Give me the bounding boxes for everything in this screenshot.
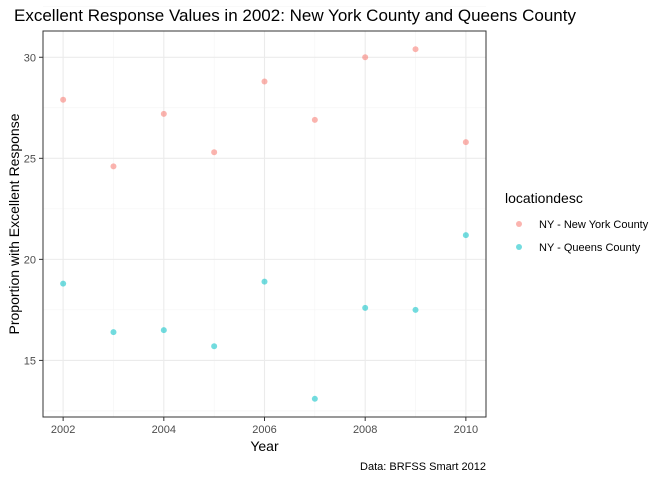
legend-key-series-0 xyxy=(516,221,522,227)
data-point-series-1 xyxy=(261,278,268,285)
data-point-series-1 xyxy=(311,395,318,402)
axes: 2002 2004 2006 2008 2010 15 20 25 30 xyxy=(24,52,478,436)
legend-title: locationdesc xyxy=(505,190,583,206)
grid xyxy=(43,6,486,417)
data-point-series-1 xyxy=(211,343,218,350)
data-point-series-1 xyxy=(462,232,469,239)
legend-label-series-1: NY - Queens County xyxy=(539,242,641,254)
x-tick-label: 2008 xyxy=(353,424,377,436)
data-point-series-1 xyxy=(160,327,167,334)
x-tick-label: 2010 xyxy=(454,424,478,436)
data-point-series-1 xyxy=(110,329,117,336)
data-point-series-1 xyxy=(412,306,419,313)
y-tick-label: 25 xyxy=(24,153,36,165)
data-point-series-0 xyxy=(412,46,419,53)
x-tick-label: 2002 xyxy=(51,424,75,436)
data-point-series-0 xyxy=(311,116,318,123)
x-tick-label: 2004 xyxy=(152,424,176,436)
chart-title: Excellent Response Values in 2002: New Y… xyxy=(14,6,576,25)
data-point-series-0 xyxy=(110,163,117,170)
data-point-series-0 xyxy=(261,78,268,85)
x-tick-label: 2006 xyxy=(252,424,276,436)
data-point-series-0 xyxy=(211,149,218,156)
data-point-series-0 xyxy=(60,96,67,103)
caption: Data: BRFSS Smart 2012 xyxy=(360,461,486,473)
y-tick-label: 20 xyxy=(24,254,36,266)
x-axis-title: Year xyxy=(250,438,279,454)
legend-key-series-1 xyxy=(516,244,522,250)
data-points xyxy=(60,46,469,402)
y-tick-label: 15 xyxy=(24,355,36,367)
data-point-series-0 xyxy=(362,54,369,61)
data-point-series-1 xyxy=(362,304,369,311)
data-point-series-0 xyxy=(160,110,167,117)
data-point-series-0 xyxy=(462,139,469,146)
legend: locationdesc NY - New York County NY - Qu… xyxy=(505,190,649,254)
legend-label-series-0: NY - New York County xyxy=(539,219,649,231)
y-axis-title: Proportion with Excellent Response xyxy=(6,113,22,334)
y-tick-label: 30 xyxy=(24,52,36,64)
data-point-series-1 xyxy=(60,280,67,287)
